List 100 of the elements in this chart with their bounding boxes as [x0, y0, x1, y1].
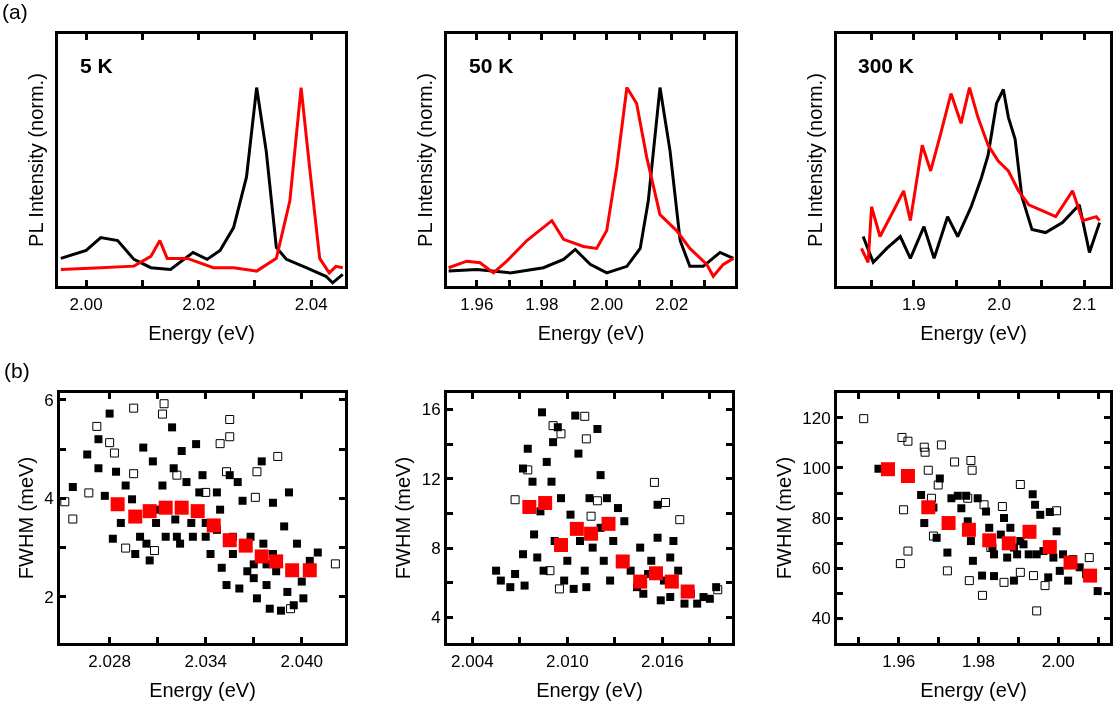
point	[1031, 500, 1040, 509]
point	[1003, 553, 1012, 562]
point	[548, 421, 558, 431]
point	[225, 415, 235, 424]
y-tick-label: 8	[431, 539, 441, 559]
point	[560, 576, 569, 585]
point	[966, 455, 976, 465]
x-axis-title: Energy (eV)	[149, 679, 256, 702]
point	[664, 574, 679, 589]
text: (b)	[4, 359, 30, 382]
point	[649, 477, 659, 487]
point	[201, 487, 211, 497]
point	[928, 531, 938, 541]
point	[936, 440, 946, 450]
point	[252, 467, 262, 477]
point	[129, 403, 139, 413]
x-tick-label: 1.96	[460, 294, 494, 314]
y-tick-label: 4	[44, 489, 54, 509]
y-tick-label: 120	[802, 408, 831, 428]
chart-title: 300 K	[858, 54, 915, 77]
y-tick-label: 80	[811, 508, 831, 528]
x-tick-label: 1.98	[961, 651, 996, 671]
text: (a)	[2, 0, 28, 23]
x-tick-label: 2.00	[69, 294, 103, 314]
point	[881, 462, 896, 477]
point	[933, 480, 943, 490]
point	[666, 593, 675, 602]
point	[903, 436, 913, 446]
point	[593, 424, 602, 433]
point	[705, 594, 714, 603]
point	[142, 504, 157, 519]
point	[961, 522, 976, 537]
x-tick-label: 2.010	[546, 651, 589, 671]
point	[1006, 523, 1015, 532]
point	[542, 457, 551, 466]
point	[647, 556, 656, 565]
point	[584, 526, 599, 541]
chart-title: 5 K	[80, 54, 113, 77]
point	[680, 599, 689, 608]
point	[128, 509, 143, 524]
point	[942, 566, 952, 576]
point	[533, 553, 542, 562]
point	[556, 429, 566, 439]
x-axis-title: Energy (eV)	[536, 679, 643, 702]
point	[596, 471, 605, 480]
y-tick-label: 4	[431, 608, 441, 628]
y-tick-label: 100	[802, 458, 831, 478]
point	[923, 465, 933, 475]
x-tick-label: 2.040	[280, 651, 324, 671]
point	[1022, 524, 1037, 539]
x-tick-label: 2.016	[641, 651, 684, 671]
point	[506, 583, 515, 592]
point	[554, 584, 564, 594]
point	[121, 543, 131, 553]
point	[157, 409, 167, 419]
y-tick-label: 6	[44, 390, 54, 410]
point	[269, 554, 284, 569]
point	[666, 553, 675, 562]
point	[999, 577, 1009, 587]
point	[999, 514, 1008, 523]
point	[158, 500, 173, 515]
point	[585, 494, 594, 503]
point	[519, 550, 527, 559]
point	[897, 432, 907, 442]
y-tick-label: 40	[811, 609, 831, 629]
point	[1093, 587, 1102, 596]
x-tick-label: 1.9	[901, 294, 926, 314]
point	[1049, 553, 1058, 562]
x-tick-label: 2.04	[294, 294, 328, 314]
point	[903, 546, 913, 556]
point	[110, 497, 125, 512]
point	[1042, 540, 1057, 555]
point	[636, 543, 645, 552]
point	[602, 494, 611, 503]
point	[581, 434, 591, 444]
point	[250, 492, 260, 502]
point	[997, 502, 1007, 512]
point	[215, 439, 225, 449]
point	[523, 465, 533, 475]
x-tick-label: 2.00	[1041, 651, 1075, 671]
point	[109, 448, 119, 458]
point	[172, 470, 182, 480]
point	[675, 515, 685, 525]
point	[1015, 480, 1025, 489]
x-tick-label: 1.98	[525, 294, 559, 314]
point	[609, 537, 618, 546]
point	[330, 559, 340, 569]
point	[656, 596, 665, 605]
x-tick-label: 2.00	[590, 294, 624, 314]
point	[1083, 568, 1098, 583]
x-tick-label: 2.034	[184, 651, 227, 671]
point	[523, 444, 532, 453]
point	[569, 521, 584, 536]
point	[1040, 581, 1050, 591]
point	[582, 583, 591, 592]
x-tick-label: 2.02	[182, 294, 216, 314]
point	[953, 491, 962, 500]
point	[1052, 527, 1061, 536]
point	[859, 414, 869, 424]
x-tick-label: 2.028	[88, 651, 131, 671]
